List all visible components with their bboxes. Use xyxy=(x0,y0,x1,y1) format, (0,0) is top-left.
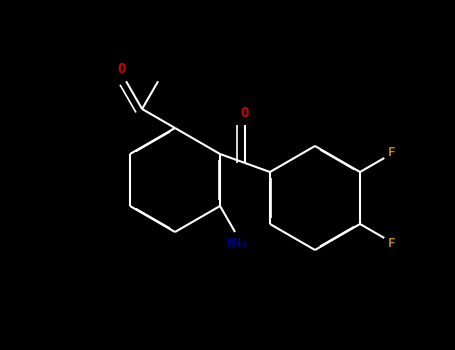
Text: O: O xyxy=(117,62,125,76)
Text: NH₂: NH₂ xyxy=(226,238,248,251)
Text: O: O xyxy=(241,106,249,120)
Text: F: F xyxy=(388,147,395,160)
Text: F: F xyxy=(388,237,395,250)
